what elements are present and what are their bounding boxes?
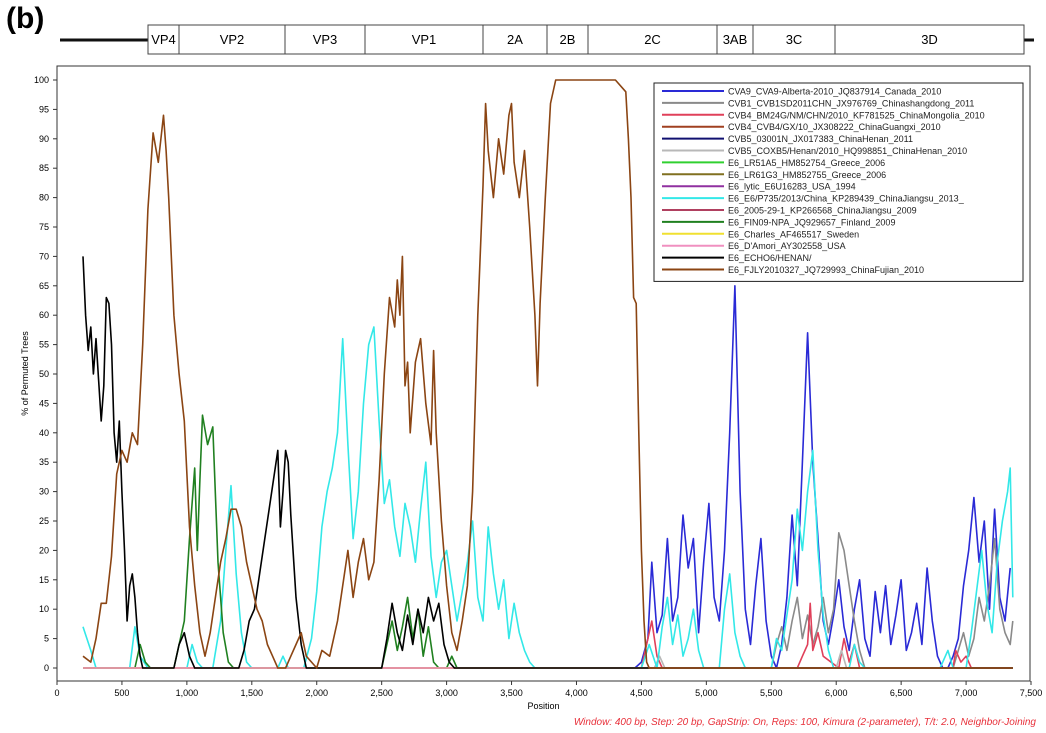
y-tick-label: 65 bbox=[39, 281, 49, 291]
legend-label: E6_ECHO6/HENAN/ bbox=[728, 253, 812, 263]
legend-label: E6_D'Amori_AY302558_USA bbox=[728, 241, 846, 251]
y-tick-label: 75 bbox=[39, 222, 49, 232]
y-tick-label: 5 bbox=[44, 634, 49, 644]
y-tick-label: 45 bbox=[39, 398, 49, 408]
genome-region-label: 3D bbox=[921, 32, 938, 47]
series-line bbox=[82, 256, 1013, 669]
x-tick-label: 2,500 bbox=[370, 688, 393, 698]
series-line bbox=[83, 602, 1013, 669]
legend-label: E6_LR51A5_HM852754_Greece_2006 bbox=[728, 158, 885, 168]
genome-region-box bbox=[752, 24, 836, 55]
y-tick-label: 30 bbox=[39, 487, 49, 497]
legend-label: CVA9_CVA9-Alberta-2010_JQ837914_Canada_2… bbox=[728, 87, 941, 97]
genome-region-label: VP2 bbox=[220, 32, 245, 47]
x-tick-label: 5,000 bbox=[695, 688, 718, 698]
genome-region-box bbox=[834, 24, 1025, 55]
genome-region-box bbox=[178, 24, 286, 55]
genome-region-label: 2C bbox=[644, 32, 661, 47]
legend-label: E6_E6/P735/2013/China_KP289439_ChinaJian… bbox=[728, 194, 965, 204]
y-tick-label: 40 bbox=[39, 428, 49, 438]
legend-box bbox=[653, 82, 1024, 282]
genome-region-box bbox=[482, 24, 548, 55]
legend-label: E6_lytic_E6U16283_USA_1994 bbox=[728, 182, 856, 192]
x-tick-label: 3,500 bbox=[500, 688, 523, 698]
genome-region-box bbox=[587, 24, 718, 55]
y-tick-label: 80 bbox=[39, 193, 49, 203]
x-tick-label: 6,000 bbox=[825, 688, 848, 698]
x-tick-label: 500 bbox=[114, 688, 129, 698]
x-tick-label: 7,500 bbox=[1020, 688, 1043, 698]
legend-label: E6_LR61G3_HM852755_Greece_2006 bbox=[728, 170, 886, 180]
x-axis-label: Position bbox=[527, 701, 559, 711]
y-tick-label: 70 bbox=[39, 251, 49, 261]
y-tick-label: 0 bbox=[44, 663, 49, 673]
y-tick-label: 85 bbox=[39, 163, 49, 173]
panel-label: (b) bbox=[6, 2, 45, 35]
genome-region-label: 3C bbox=[786, 32, 803, 47]
x-tick-label: 6,500 bbox=[890, 688, 913, 698]
x-tick-label: 1,000 bbox=[176, 688, 199, 698]
y-tick-label: 20 bbox=[39, 545, 49, 555]
footer-note: Window: 400 bp, Step: 20 bp, GapStrip: O… bbox=[573, 717, 1036, 728]
legend-label: CVB5_COXB5/Henan/2010_HQ998851_ChinaHena… bbox=[728, 146, 967, 156]
genome-region-label: 3AB bbox=[723, 32, 748, 47]
x-tick-label: 5,500 bbox=[760, 688, 783, 698]
genome-region-box bbox=[284, 24, 366, 55]
y-tick-label: 50 bbox=[39, 369, 49, 379]
legend-label: E6_FJLY2010327_JQ729993_ChinaFujian_2010 bbox=[728, 265, 924, 275]
y-tick-label: 10 bbox=[39, 604, 49, 614]
x-tick-label: 3,000 bbox=[435, 688, 458, 698]
x-tick-label: 4,000 bbox=[565, 688, 588, 698]
x-tick-label: 1,500 bbox=[241, 688, 264, 698]
y-tick-label: 60 bbox=[39, 310, 49, 320]
series-line bbox=[82, 79, 1013, 669]
y-tick-label: 55 bbox=[39, 340, 49, 350]
x-tick-label: 2,000 bbox=[305, 688, 328, 698]
y-tick-label: 15 bbox=[39, 575, 49, 585]
genome-region-label: VP1 bbox=[412, 32, 437, 47]
legend-label: CVB1_CVB1SD2011CHN_JX976769_Chinashangdo… bbox=[728, 98, 974, 108]
y-tick-label: 100 bbox=[34, 75, 49, 85]
x-tick-label: 7,000 bbox=[955, 688, 978, 698]
genome-region-label: 2A bbox=[507, 32, 523, 47]
legend-label: CVB4_BM24G/NM/CHN/2010_KF781525_ChinaMon… bbox=[728, 110, 985, 120]
legend-label: CVB5_03001N_JX017383_ChinaHenan_2011 bbox=[728, 134, 913, 144]
genome-region-label: 2B bbox=[560, 32, 576, 47]
y-tick-label: 25 bbox=[39, 516, 49, 526]
legend-label: E6_2005-29-1_KP266568_ChinaJiangsu_2009 bbox=[728, 206, 917, 216]
y-axis-label: % of Permuted Trees bbox=[20, 331, 30, 416]
genome-region-label: VP4 bbox=[151, 32, 176, 47]
series-line bbox=[82, 326, 1014, 669]
legend-label: CVB4_CVB4/GX/10_JX308222_ChinaGuangxi_20… bbox=[728, 122, 941, 132]
legend-label: E6_Charles_AF465517_Sweden bbox=[728, 229, 859, 239]
legend-label: E6_FIN09-NPA_JQ929657_Finland_2009 bbox=[728, 217, 895, 227]
y-tick-label: 95 bbox=[39, 104, 49, 114]
y-tick-label: 90 bbox=[39, 134, 49, 144]
y-tick-label: 35 bbox=[39, 457, 49, 467]
x-tick-label: 0 bbox=[54, 688, 59, 698]
genome-region-label: VP3 bbox=[313, 32, 338, 47]
series-line bbox=[83, 532, 1014, 669]
x-tick-label: 4,500 bbox=[630, 688, 653, 698]
